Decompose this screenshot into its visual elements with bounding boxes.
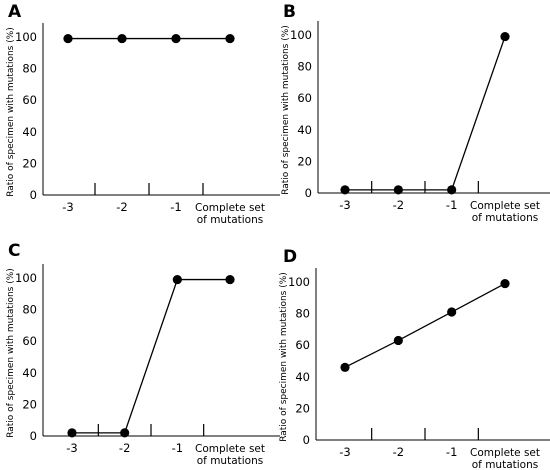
x-tick-label-line: of mutations — [197, 455, 263, 467]
panel-letter: D — [283, 247, 297, 267]
chart-panel-a: A Ratio of specimen with mutations (%) 0 20… — [6, 2, 280, 226]
x-tick-label-line: -1 — [172, 441, 183, 455]
chart-panel-b: B Ratio of specimen with mutations (%) 0 20… — [281, 2, 550, 224]
x-tick-label: Complete set of mutations — [470, 200, 540, 224]
y-tick-label: 100 — [15, 30, 37, 44]
data-point — [393, 335, 403, 346]
series-line — [72, 278, 230, 434]
x-tick-label: -1 — [170, 200, 181, 214]
data-point — [171, 33, 181, 44]
y-axis-label: Ratio of specimen with mutations (%) — [6, 27, 16, 197]
chart-panel-d: D Ratio of specimen with mutations (%) 0 20… — [279, 247, 550, 470]
x-tick-label-line: of mutations — [197, 214, 263, 226]
panel-letter: A — [8, 2, 22, 22]
y-tick-label: 80 — [22, 303, 37, 317]
x-tick-label: -3 — [339, 198, 350, 212]
series-line — [344, 283, 506, 368]
x-tick-label-line: -1 — [446, 198, 457, 212]
x-tick-label-line: -3 — [66, 441, 77, 455]
y-tick-label: 40 — [297, 123, 312, 137]
panel-letter: B — [283, 2, 296, 22]
data-point — [500, 31, 510, 42]
y-tick-label: 40 — [22, 125, 37, 139]
x-tick-label: -1 — [446, 445, 457, 459]
y-tick-label: 20 — [297, 154, 312, 168]
x-tick-label: -2 — [393, 198, 404, 212]
x-tick-label: Complete set of mutations — [195, 202, 265, 226]
y-tick-label: 60 — [295, 338, 310, 352]
y-axis-label: Ratio of specimen with mutations (%) — [279, 272, 289, 442]
x-tick-label-line: -1 — [170, 200, 181, 214]
x-tick-label-line: -3 — [62, 200, 73, 214]
x-tick-label-line: -3 — [339, 445, 350, 459]
x-tick-label-line: of mutations — [472, 459, 538, 470]
y-tick-label: 20 — [295, 401, 310, 415]
data-point — [447, 307, 457, 317]
y-tick-label: 60 — [297, 91, 312, 105]
data-point — [63, 33, 73, 44]
y-tick-label: 100 — [15, 271, 37, 285]
y-tick-label: 80 — [295, 307, 310, 321]
x-tick-label-line: -2 — [119, 441, 130, 455]
series-line — [345, 36, 506, 191]
x-tick-label-line: Complete set — [195, 202, 265, 214]
x-tick-label: -2 — [393, 445, 404, 459]
y-tick-label: 100 — [290, 28, 312, 42]
y-tick-label: 0 — [303, 433, 310, 447]
x-tick-label: -2 — [119, 441, 130, 455]
x-tick-label: -3 — [66, 441, 77, 455]
x-tick-label-line: -1 — [446, 445, 457, 459]
x-tick-label-line: -2 — [393, 198, 404, 212]
x-tick-label: Complete set of mutations — [195, 443, 265, 467]
x-tick-label-line: -2 — [116, 200, 127, 214]
y-tick-label: 20 — [22, 156, 37, 170]
data-point — [172, 274, 182, 285]
y-tick-label: 40 — [295, 370, 310, 384]
y-tick-label: 0 — [305, 186, 312, 200]
x-tick-label: -1 — [446, 198, 457, 212]
y-tick-label: 80 — [22, 62, 37, 76]
data-point — [225, 33, 235, 44]
data-point — [340, 185, 350, 195]
x-tick-label: -3 — [62, 200, 73, 214]
panel-letter: C — [8, 241, 20, 261]
y-axis-label: Ratio of specimen with mutations (%) — [281, 25, 291, 195]
data-point — [225, 274, 235, 285]
data-point — [393, 185, 403, 195]
y-tick-label: 100 — [288, 275, 310, 289]
y-tick-label: 60 — [22, 93, 37, 107]
data-point — [117, 33, 127, 44]
y-tick-label: 60 — [22, 334, 37, 348]
data-point — [340, 362, 350, 372]
x-tick-label-line: of mutations — [472, 212, 538, 224]
y-axis-label: Ratio of specimen with mutations (%) — [6, 268, 16, 438]
x-tick-label-line: Complete set — [470, 200, 540, 212]
data-point — [120, 428, 130, 438]
y-tick-label: 20 — [22, 397, 37, 411]
x-tick-label-line: Complete set — [195, 443, 265, 455]
y-tick-label: 40 — [22, 366, 37, 380]
data-point — [447, 185, 457, 195]
y-tick-label: 0 — [30, 429, 37, 443]
y-tick-label: 80 — [297, 60, 312, 74]
data-point — [67, 428, 77, 438]
x-tick-label-line: Complete set — [470, 447, 540, 459]
x-tick-label-line: -2 — [393, 445, 404, 459]
x-tick-label: -3 — [339, 445, 350, 459]
x-tick-label: -1 — [172, 441, 183, 455]
chart-panel-c: C Ratio of specimen with mutations (%) 0 20… — [6, 241, 280, 467]
x-tick-label: -2 — [116, 200, 127, 214]
data-point — [500, 278, 510, 289]
x-tick-label-line: -3 — [339, 198, 350, 212]
y-tick-label: 0 — [30, 188, 37, 202]
x-tick-label: Complete set of mutations — [470, 447, 540, 470]
